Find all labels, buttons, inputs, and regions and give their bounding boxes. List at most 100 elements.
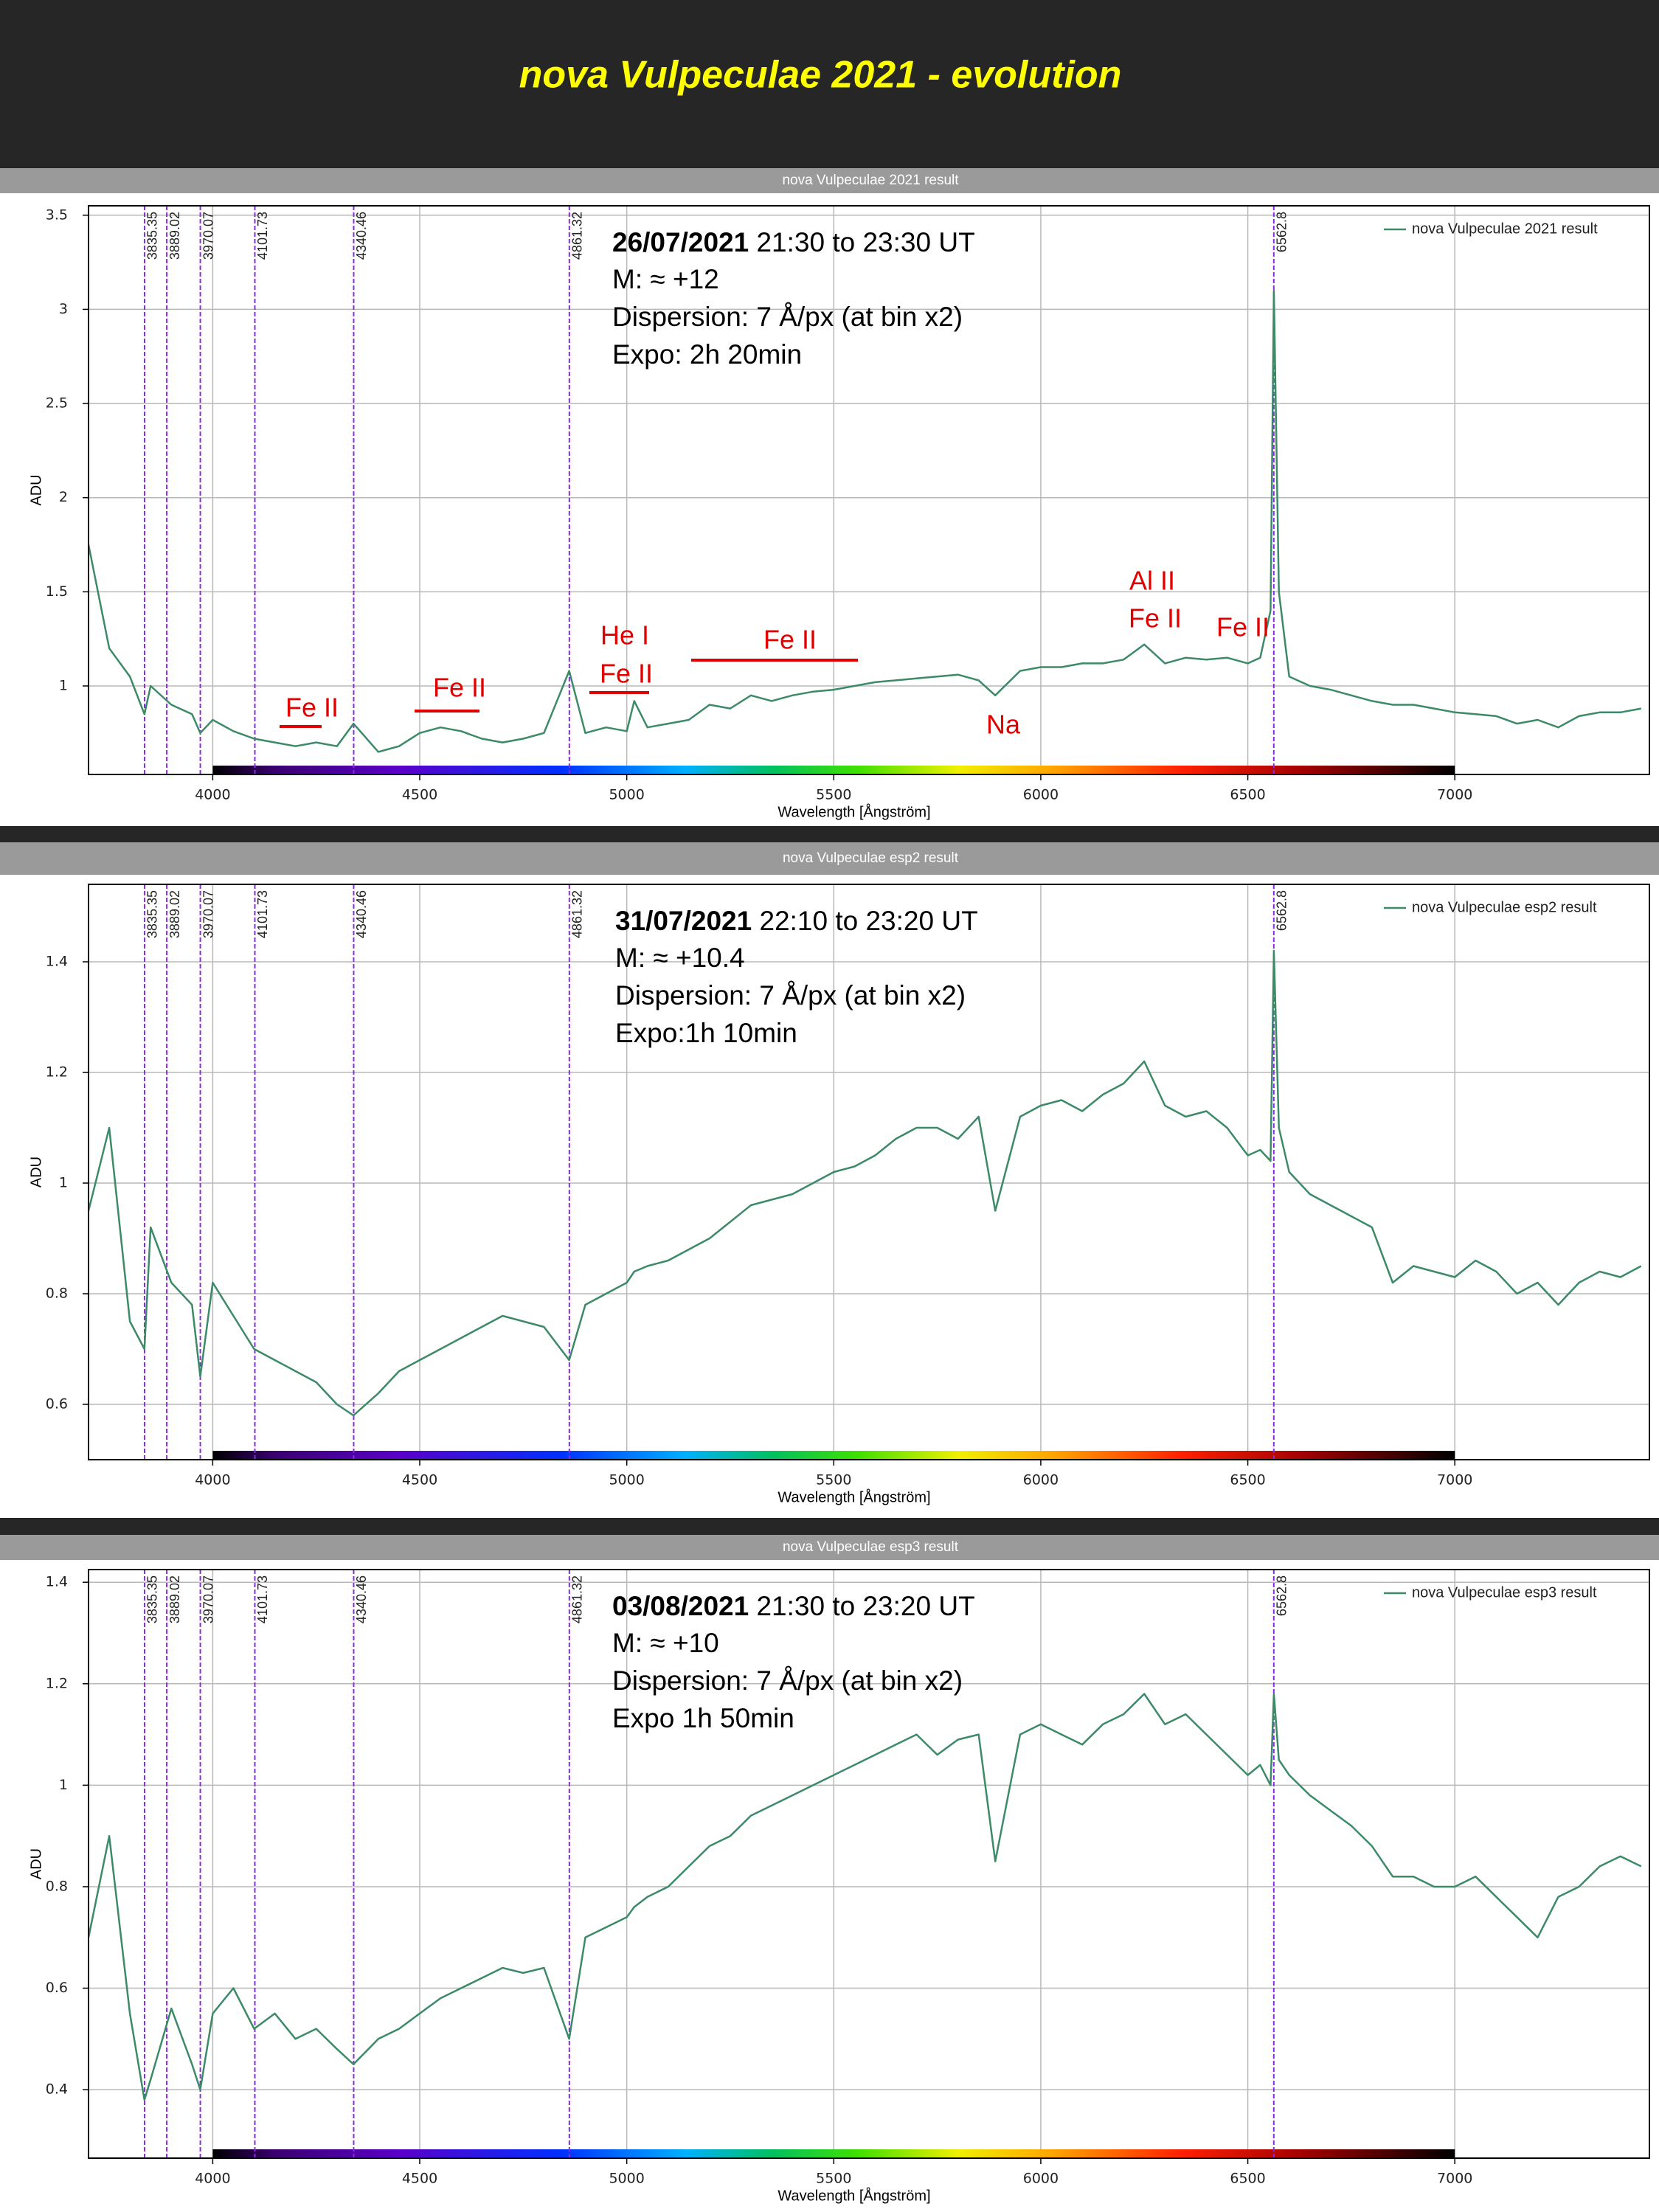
x-tick-label: 7000 xyxy=(1437,1472,1472,1488)
y-tick-label: 2 xyxy=(59,489,68,505)
reference-label: 4101.73 xyxy=(255,890,270,938)
x-tick-label: 4500 xyxy=(402,787,437,803)
x-tick-label: 5000 xyxy=(609,787,644,803)
reference-label: 4861.32 xyxy=(570,1575,585,1623)
line-annotation: Al II xyxy=(1129,566,1175,596)
panel-header xyxy=(0,1535,1659,1560)
x-tick-label: 6500 xyxy=(1230,2171,1265,2187)
reference-label: 3835.35 xyxy=(145,212,160,260)
line-annotation: Fe II xyxy=(600,659,653,689)
x-tick-label: 5000 xyxy=(609,2171,644,2187)
reference-label: 4861.32 xyxy=(570,890,585,938)
legend-label: nova Vulpeculae esp2 result xyxy=(1412,899,1597,915)
info-line: Dispersion: 7 Å/px (at bin x2) xyxy=(612,1665,963,1696)
info-line: Expo: 2h 20min xyxy=(612,339,802,370)
info-line: Dispersion: 7 Å/px (at bin x2) xyxy=(615,980,966,1010)
x-tick-label: 4000 xyxy=(195,787,230,803)
y-tick-label: 1 xyxy=(59,1777,68,1793)
y-tick-label: 0.6 xyxy=(46,1396,68,1412)
y-tick-label: 1.2 xyxy=(46,1064,68,1081)
y-tick-label: 1.4 xyxy=(46,1574,68,1590)
info-date: 03/08/2021 xyxy=(612,1591,749,1621)
panel-title: nova Vulpeculae esp2 result xyxy=(783,850,959,866)
info-time: 21:30 to 23:30 UT xyxy=(749,227,974,257)
reference-label: 4861.32 xyxy=(570,212,585,260)
panel-title: nova Vulpeculae 2021 result xyxy=(782,173,959,188)
x-tick-label: 6500 xyxy=(1230,1472,1265,1488)
reference-label: 4340.46 xyxy=(354,1575,369,1623)
line-annotation: Fe II xyxy=(433,673,486,703)
reference-label: 3835.35 xyxy=(145,1575,160,1623)
spectrum-line xyxy=(87,949,1642,1417)
plot-area xyxy=(89,206,1649,774)
legend-label: nova Vulpeculae esp3 result xyxy=(1412,1584,1597,1601)
line-annotation: He I xyxy=(600,620,649,651)
page-title: nova Vulpeculae 2021 - evolution xyxy=(519,54,1122,97)
y-tick-label: 1.2 xyxy=(46,1675,68,1691)
reference-label: 6562.8 xyxy=(1275,890,1289,931)
info-date: 26/07/2021 xyxy=(612,227,749,257)
x-tick-label: 4500 xyxy=(402,1472,437,1488)
info-line: M: ≈ +12 xyxy=(612,264,719,294)
reference-label: 3889.02 xyxy=(167,212,182,260)
x-tick-label: 6000 xyxy=(1023,1472,1059,1488)
info-line: Dispersion: 7 Å/px (at bin x2) xyxy=(612,302,963,332)
y-tick-label: 0.8 xyxy=(46,1286,68,1302)
spectrum-line xyxy=(87,1693,1642,2101)
panel-header xyxy=(0,168,1659,193)
reference-label: 3835.35 xyxy=(145,890,160,938)
reference-label: 4101.73 xyxy=(255,212,270,260)
separator xyxy=(0,826,1659,842)
info-time: 22:10 to 23:20 UT xyxy=(752,906,977,936)
spectrum-bar xyxy=(212,766,1455,774)
y-tick-label: 0.8 xyxy=(46,1878,68,1894)
y-tick-label: 1.4 xyxy=(46,954,68,970)
x-tick-label: 6000 xyxy=(1023,787,1059,803)
info-line: Expo:1h 10min xyxy=(615,1018,797,1048)
x-tick-label: 5500 xyxy=(816,2171,851,2187)
y-axis-label: ADU xyxy=(28,1157,44,1188)
y-tick-label: 1 xyxy=(59,678,68,694)
reference-label: 6562.8 xyxy=(1275,1575,1289,1616)
y-tick-label: 1.5 xyxy=(46,583,68,600)
x-axis-label: Wavelength [Ångström] xyxy=(777,803,930,820)
y-tick-label: 3.5 xyxy=(46,207,68,223)
info-heading: 26/07/2021 21:30 to 23:30 UT xyxy=(612,227,975,257)
reference-label: 4340.46 xyxy=(354,890,369,938)
reference-label: 3970.07 xyxy=(201,212,215,260)
y-tick-label: 0.6 xyxy=(46,1980,68,1996)
line-annotation: Fe II xyxy=(1129,603,1182,634)
panel-header xyxy=(0,842,1659,875)
spectrum-bar xyxy=(212,2149,1455,2158)
x-tick-label: 7000 xyxy=(1437,2171,1472,2187)
reference-label: 3970.07 xyxy=(201,1575,215,1623)
reference-label: 3970.07 xyxy=(201,890,215,938)
x-tick-label: 5500 xyxy=(816,1472,851,1488)
plot-area xyxy=(89,1570,1649,2158)
y-tick-label: 0.4 xyxy=(46,2081,68,2098)
line-annotation: Fe II xyxy=(285,693,339,723)
plot-area xyxy=(89,884,1649,1460)
x-tick-label: 6000 xyxy=(1023,2171,1059,2187)
line-annotation: Fe II xyxy=(763,625,817,655)
y-axis-label: ADU xyxy=(28,474,44,505)
reference-label: 4101.73 xyxy=(255,1575,270,1623)
spectrum-line xyxy=(87,289,1642,753)
line-annotation: Fe II xyxy=(1216,612,1270,642)
spectrum-bar xyxy=(212,1451,1455,1460)
info-date: 31/07/2021 xyxy=(615,906,752,936)
info-line: M: ≈ +10 xyxy=(612,1628,719,1658)
title-band xyxy=(0,0,1659,168)
reference-label: 3889.02 xyxy=(167,1575,182,1623)
panel-title: nova Vulpeculae esp3 result xyxy=(783,1539,959,1555)
x-tick-label: 4000 xyxy=(195,1472,230,1488)
info-heading: 03/08/2021 21:30 to 23:20 UT xyxy=(612,1591,975,1621)
x-tick-label: 6500 xyxy=(1230,787,1265,803)
info-line: Expo 1h 50min xyxy=(612,1703,794,1733)
x-tick-label: 5000 xyxy=(609,1472,644,1488)
reference-label: 3889.02 xyxy=(167,890,182,938)
y-tick-label: 3 xyxy=(59,301,68,317)
x-tick-label: 7000 xyxy=(1437,787,1472,803)
plot-frame xyxy=(88,1569,1650,2159)
